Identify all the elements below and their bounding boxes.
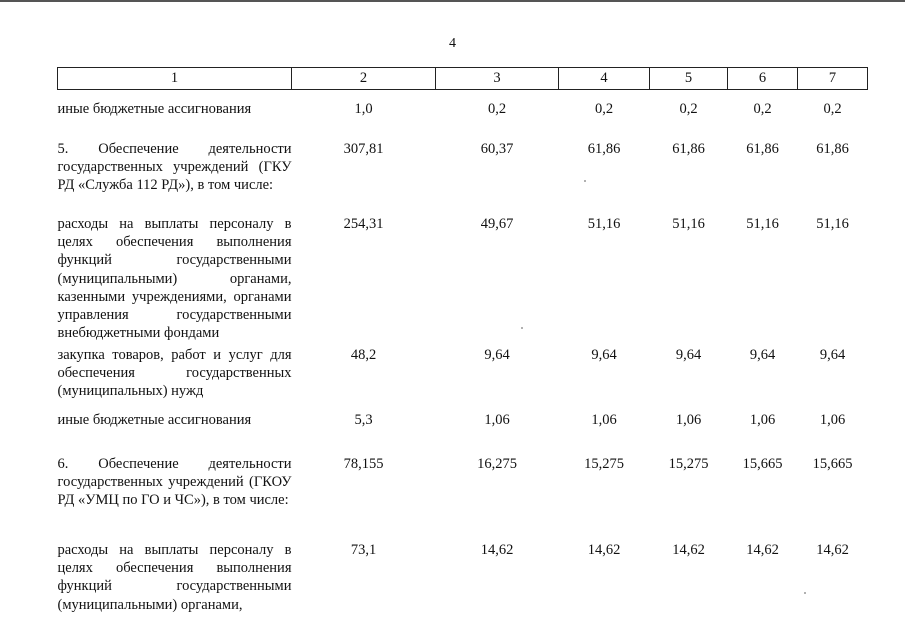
row-value-col5: 51,16 bbox=[672, 216, 705, 232]
row-value-col6: 14,62 bbox=[746, 542, 779, 558]
row-value-col6: 15,665 bbox=[742, 456, 783, 472]
row-value-col6: 0,2 bbox=[753, 101, 772, 117]
column-number-2: 2 bbox=[291, 67, 436, 90]
column-number-3: 3 bbox=[435, 67, 559, 90]
row-value-col7: 9,64 bbox=[819, 347, 846, 363]
column-number-7: 7 bbox=[797, 67, 868, 90]
row-value-col4: 15,275 bbox=[584, 456, 624, 472]
row-value-col6: 61,86 bbox=[746, 141, 779, 157]
row-value-col3: 49,67 bbox=[480, 216, 514, 232]
row-value-col5: 9,64 bbox=[675, 347, 702, 363]
scan-top-edge bbox=[0, 0, 905, 2]
row-value-col2: 5,3 bbox=[354, 412, 373, 428]
row-value-col4: 61,86 bbox=[587, 141, 621, 157]
row-value-col7: 0,2 bbox=[823, 101, 842, 117]
table-row: иные бюджетные ассигнования 5,3 1,06 1,0… bbox=[58, 408, 868, 452]
row-value-col5: 61,86 bbox=[672, 141, 705, 157]
row-value-col5: 1,06 bbox=[675, 412, 702, 428]
row-value-col2: 1,0 bbox=[354, 101, 373, 117]
row-value-col3: 0,2 bbox=[487, 101, 507, 117]
budget-table: 1 2 3 4 5 6 7 иные бюджетные ассигновани… bbox=[57, 67, 868, 614]
row-description: иные бюджетные ассигнования bbox=[57, 101, 252, 117]
scan-speck bbox=[804, 592, 806, 594]
table-row: 6. Обеспечение деятельности государствен… bbox=[58, 452, 868, 538]
row-value-col4: 14,62 bbox=[587, 542, 621, 558]
row-description: расходы на выплаты персоналу в целях обе… bbox=[57, 216, 292, 342]
row-value-col7: 51,16 bbox=[816, 216, 849, 232]
row-value-col3: 14,62 bbox=[480, 542, 514, 558]
column-number-row: 1 2 3 4 5 6 7 bbox=[57, 67, 868, 90]
row-description: 6. Обеспечение деятельности государствен… bbox=[57, 456, 292, 509]
row-value-col6: 9,64 bbox=[749, 347, 776, 363]
row-value-col2: 78,155 bbox=[343, 456, 384, 472]
row-value-col7: 14,62 bbox=[816, 542, 849, 558]
row-value-col7: 15,665 bbox=[812, 456, 853, 472]
column-number-4: 4 bbox=[558, 67, 650, 90]
row-description: иные бюджетные ассигнования bbox=[57, 412, 252, 428]
row-value-col3: 16,275 bbox=[477, 456, 517, 472]
table-row: расходы на выплаты персоналу в целях обе… bbox=[58, 212, 868, 343]
row-value-col2: 254,31 bbox=[343, 216, 384, 232]
table-row: иные бюджетные ассигнования 1,0 0,2 0,2 … bbox=[58, 90, 868, 138]
row-value-col3: 60,37 bbox=[480, 141, 514, 157]
row-value-col6: 51,16 bbox=[746, 216, 779, 232]
row-value-col4: 1,06 bbox=[591, 412, 617, 428]
row-value-col2: 307,81 bbox=[343, 141, 384, 157]
row-value-col5: 15,275 bbox=[668, 456, 709, 472]
table-row: расходы на выплаты персоналу в целях обе… bbox=[58, 538, 868, 614]
row-value-col2: 48,2 bbox=[350, 347, 377, 363]
row-value-col3: 1,06 bbox=[484, 412, 510, 428]
column-number-5: 5 bbox=[649, 67, 728, 90]
row-description: закупка товаров, работ и услуг для обесп… bbox=[57, 347, 292, 400]
row-description: расходы на выплаты персоналу в целях обе… bbox=[57, 542, 292, 613]
table-row: закупка товаров, работ и услуг для обесп… bbox=[58, 343, 868, 408]
scan-speck bbox=[521, 327, 523, 329]
row-description: 5. Обеспечение деятельности государствен… bbox=[57, 141, 292, 194]
page-number: 4 bbox=[449, 36, 456, 51]
row-value-col3: 9,64 bbox=[484, 347, 510, 363]
row-value-col4: 0,2 bbox=[594, 101, 614, 117]
scan-speck bbox=[584, 180, 586, 182]
row-value-col7: 61,86 bbox=[816, 141, 849, 157]
row-value-col5: 0,2 bbox=[679, 101, 698, 117]
row-value-col5: 14,62 bbox=[672, 542, 705, 558]
column-number-1: 1 bbox=[57, 67, 292, 90]
row-value-col4: 51,16 bbox=[587, 216, 621, 232]
table-row: 5. Обеспечение деятельности государствен… bbox=[58, 137, 868, 212]
row-value-col6: 1,06 bbox=[749, 412, 776, 428]
row-value-col2: 73,1 bbox=[350, 542, 377, 558]
column-number-6: 6 bbox=[727, 67, 798, 90]
row-value-col4: 9,64 bbox=[591, 347, 617, 363]
row-value-col7: 1,06 bbox=[819, 412, 846, 428]
